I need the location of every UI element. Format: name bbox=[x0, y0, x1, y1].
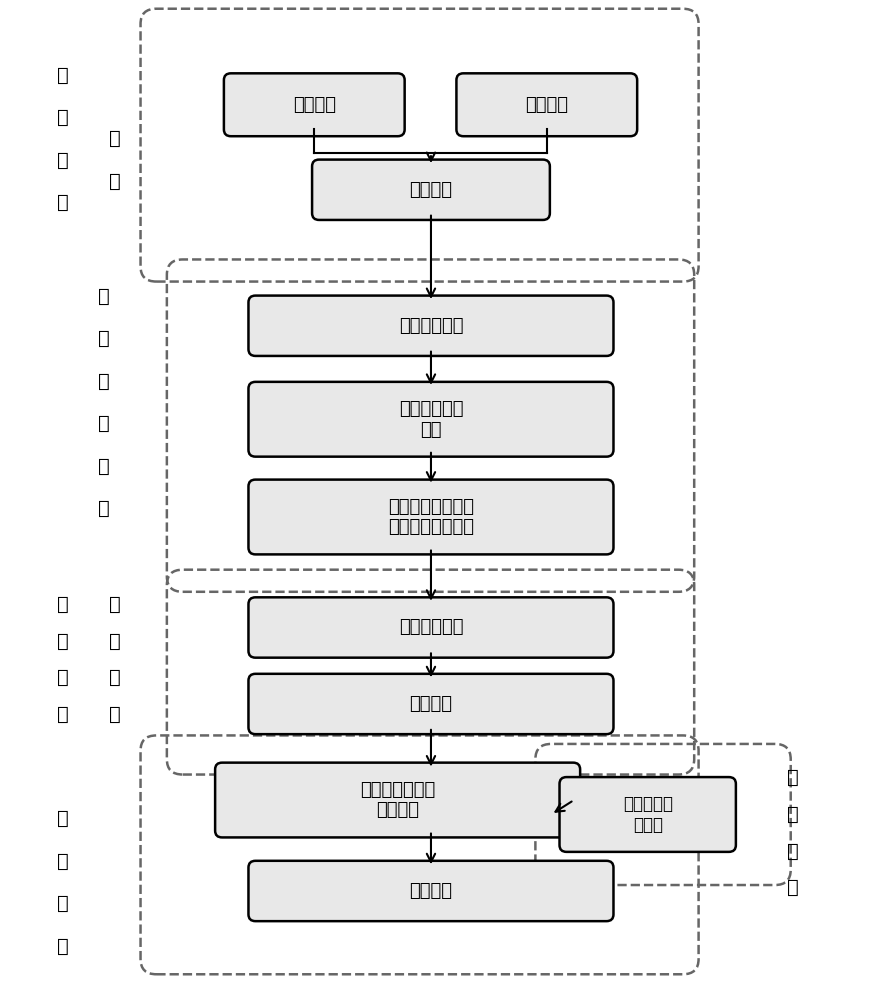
Text: 据: 据 bbox=[109, 705, 121, 724]
FancyBboxPatch shape bbox=[248, 480, 614, 554]
Text: 分布检验: 分布检验 bbox=[410, 695, 452, 713]
FancyBboxPatch shape bbox=[248, 296, 614, 356]
Text: 施: 施 bbox=[98, 287, 109, 306]
Text: 参数统计值更新
经验赋值: 参数统计值更新 经验赋值 bbox=[360, 781, 435, 819]
Text: 析: 析 bbox=[57, 705, 68, 724]
Text: 仿: 仿 bbox=[57, 894, 68, 913]
FancyBboxPatch shape bbox=[312, 160, 550, 220]
Text: 立: 立 bbox=[57, 108, 68, 127]
Text: 态: 态 bbox=[57, 852, 68, 871]
Text: 参: 参 bbox=[98, 372, 109, 391]
Text: 正交方案仿真
计算: 正交方案仿真 计算 bbox=[399, 400, 464, 439]
FancyBboxPatch shape bbox=[224, 73, 404, 136]
FancyBboxPatch shape bbox=[560, 777, 736, 852]
Text: 仿真模型: 仿真模型 bbox=[293, 96, 336, 114]
FancyBboxPatch shape bbox=[215, 763, 580, 837]
Text: 真: 真 bbox=[109, 172, 121, 191]
Text: 参数敏感性分析，
得到关键施工参数: 参数敏感性分析， 得到关键施工参数 bbox=[388, 498, 474, 536]
Text: 工: 工 bbox=[98, 329, 109, 348]
Text: 仿真程序: 仿真程序 bbox=[410, 181, 452, 199]
Text: 指: 指 bbox=[787, 842, 798, 861]
Text: 正交试验设计: 正交试验设计 bbox=[399, 317, 464, 335]
Text: 分: 分 bbox=[57, 668, 68, 687]
Text: 析: 析 bbox=[98, 499, 109, 518]
Text: 仿: 仿 bbox=[109, 129, 121, 148]
FancyBboxPatch shape bbox=[248, 861, 614, 921]
Text: 建: 建 bbox=[57, 66, 68, 85]
Text: 导: 导 bbox=[787, 878, 798, 897]
Text: 程: 程 bbox=[57, 151, 68, 170]
Text: 关键施工环
节分析: 关键施工环 节分析 bbox=[623, 795, 673, 834]
FancyBboxPatch shape bbox=[248, 674, 614, 734]
FancyBboxPatch shape bbox=[248, 382, 614, 457]
Text: 工: 工 bbox=[787, 805, 798, 824]
Text: 真: 真 bbox=[57, 937, 68, 956]
Text: 序: 序 bbox=[57, 193, 68, 212]
Text: 动: 动 bbox=[57, 809, 68, 828]
Text: 统: 统 bbox=[57, 595, 68, 614]
Text: 时: 时 bbox=[109, 632, 121, 651]
Text: 分: 分 bbox=[98, 457, 109, 476]
Text: 仿真计算: 仿真计算 bbox=[410, 882, 452, 900]
Text: 数: 数 bbox=[98, 414, 109, 433]
Text: 提取实时数据: 提取实时数据 bbox=[399, 618, 464, 636]
FancyBboxPatch shape bbox=[457, 73, 638, 136]
Text: 实: 实 bbox=[109, 595, 121, 614]
Text: 施: 施 bbox=[787, 768, 798, 787]
Text: 计: 计 bbox=[57, 632, 68, 651]
FancyBboxPatch shape bbox=[248, 597, 614, 658]
Text: 数: 数 bbox=[109, 668, 121, 687]
Text: 施工参数: 施工参数 bbox=[525, 96, 569, 114]
